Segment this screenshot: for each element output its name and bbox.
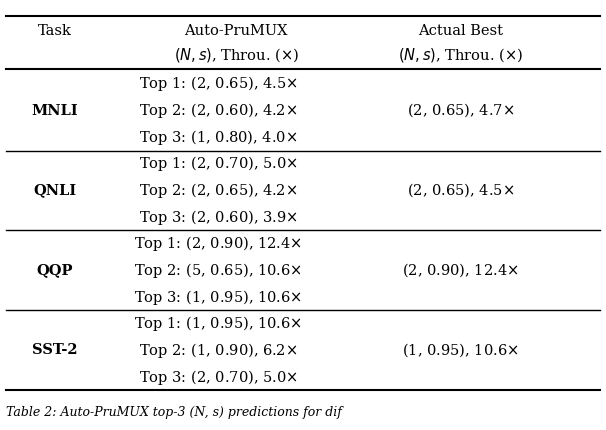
Text: Top 1: (2, 0.65), 4.5$\times$: Top 1: (2, 0.65), 4.5$\times$ bbox=[139, 74, 298, 93]
Text: Top 1: (2, 0.70), 5.0$\times$: Top 1: (2, 0.70), 5.0$\times$ bbox=[139, 154, 298, 173]
Text: Top 3: (2, 0.70), 5.0$\times$: Top 3: (2, 0.70), 5.0$\times$ bbox=[139, 368, 298, 387]
Text: $(N, s)$, Throu. ($\times$): $(N, s)$, Throu. ($\times$) bbox=[174, 46, 299, 64]
Text: (2, 0.65), 4.5$\times$: (2, 0.65), 4.5$\times$ bbox=[407, 181, 514, 200]
Text: Task: Task bbox=[38, 24, 72, 37]
Text: Top 2: (2, 0.60), 4.2$\times$: Top 2: (2, 0.60), 4.2$\times$ bbox=[139, 101, 298, 120]
Text: Top 2: (1, 0.90), 6.2$\times$: Top 2: (1, 0.90), 6.2$\times$ bbox=[139, 341, 298, 360]
Text: Auto-PruMUX: Auto-PruMUX bbox=[185, 24, 288, 37]
Text: Top 1: (1, 0.95), 10.6$\times$: Top 1: (1, 0.95), 10.6$\times$ bbox=[134, 314, 302, 333]
Text: $(N, s)$, Throu. ($\times$): $(N, s)$, Throu. ($\times$) bbox=[398, 46, 523, 64]
Text: QQP: QQP bbox=[36, 264, 73, 277]
Text: Table 2: Auto-PruMUX top-3 (N, s) predictions for dif: Table 2: Auto-PruMUX top-3 (N, s) predic… bbox=[6, 406, 342, 419]
Text: Top 2: (5, 0.65), 10.6$\times$: Top 2: (5, 0.65), 10.6$\times$ bbox=[134, 261, 302, 280]
Text: SST-2: SST-2 bbox=[32, 344, 78, 357]
Text: Top 3: (2, 0.60), 3.9$\times$: Top 3: (2, 0.60), 3.9$\times$ bbox=[139, 208, 298, 227]
Text: Top 1: (2, 0.90), 12.4$\times$: Top 1: (2, 0.90), 12.4$\times$ bbox=[134, 234, 302, 253]
Text: (2, 0.65), 4.7$\times$: (2, 0.65), 4.7$\times$ bbox=[407, 101, 514, 120]
Text: (2, 0.90), 12.4$\times$: (2, 0.90), 12.4$\times$ bbox=[402, 261, 519, 280]
Text: Top 3: (1, 0.95), 10.6$\times$: Top 3: (1, 0.95), 10.6$\times$ bbox=[134, 288, 302, 307]
Text: (1, 0.95), 10.6$\times$: (1, 0.95), 10.6$\times$ bbox=[402, 341, 519, 359]
Text: MNLI: MNLI bbox=[32, 104, 78, 117]
Text: Top 2: (2, 0.65), 4.2$\times$: Top 2: (2, 0.65), 4.2$\times$ bbox=[139, 181, 298, 200]
Text: QNLI: QNLI bbox=[33, 184, 76, 197]
Text: Actual Best: Actual Best bbox=[418, 24, 503, 37]
Text: Top 3: (1, 0.80), 4.0$\times$: Top 3: (1, 0.80), 4.0$\times$ bbox=[139, 128, 298, 147]
